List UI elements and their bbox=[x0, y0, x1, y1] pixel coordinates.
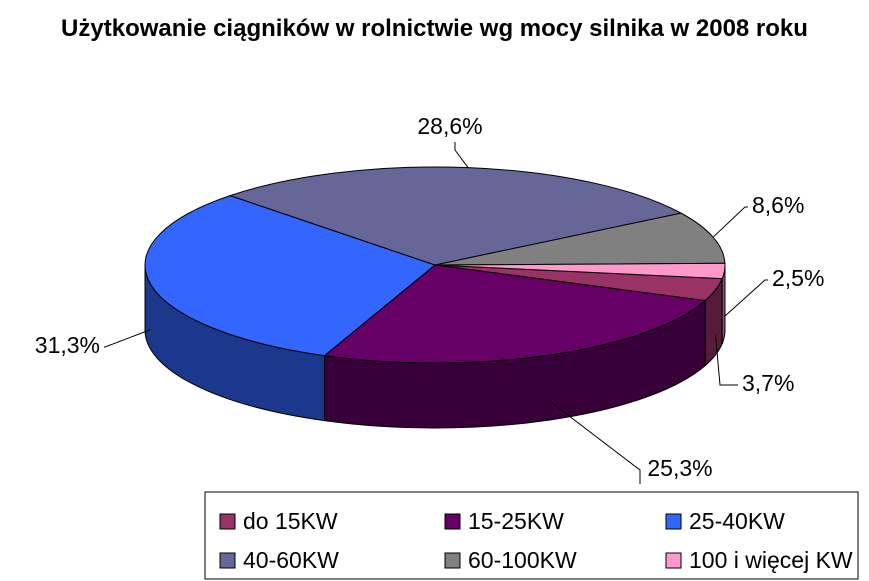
legend-swatch bbox=[444, 552, 461, 569]
legend-swatch bbox=[444, 513, 461, 530]
slice bbox=[228, 166, 683, 266]
data-label: 3,7% bbox=[742, 370, 794, 396]
legend-swatch bbox=[665, 513, 682, 530]
leader-line bbox=[712, 206, 748, 238]
legend-swatch bbox=[219, 552, 236, 569]
legend-label: 25-40KW bbox=[689, 508, 785, 534]
legend-swatch bbox=[665, 552, 682, 569]
data-label: 28,6% bbox=[417, 113, 482, 139]
data-label: 31,3% bbox=[35, 332, 100, 358]
legend-swatch bbox=[219, 513, 236, 530]
data-label: 25,3% bbox=[647, 455, 712, 481]
data-label: 2,5% bbox=[772, 265, 824, 291]
chart-title: Użytkowanie ciągników w rolnictwie wg mo… bbox=[61, 15, 808, 42]
slice bbox=[144, 195, 437, 357]
leader-line bbox=[715, 335, 738, 386]
legend-label: 60-100KW bbox=[468, 547, 577, 573]
legend-box bbox=[204, 491, 859, 580]
slice bbox=[434, 212, 726, 266]
leader-line bbox=[454, 142, 469, 168]
slice bbox=[323, 264, 707, 364]
data-label: 8,6% bbox=[752, 192, 804, 218]
legend-label: 100 i więcej KW bbox=[689, 547, 853, 573]
leader-line bbox=[104, 329, 151, 348]
leader-line bbox=[548, 400, 641, 484]
legend-label: 15-25KW bbox=[468, 508, 564, 534]
legend-label: do 15KW bbox=[243, 508, 338, 534]
leader-line bbox=[724, 279, 768, 317]
legend-label: 40-60KW bbox=[243, 547, 339, 573]
slice bbox=[434, 262, 726, 280]
